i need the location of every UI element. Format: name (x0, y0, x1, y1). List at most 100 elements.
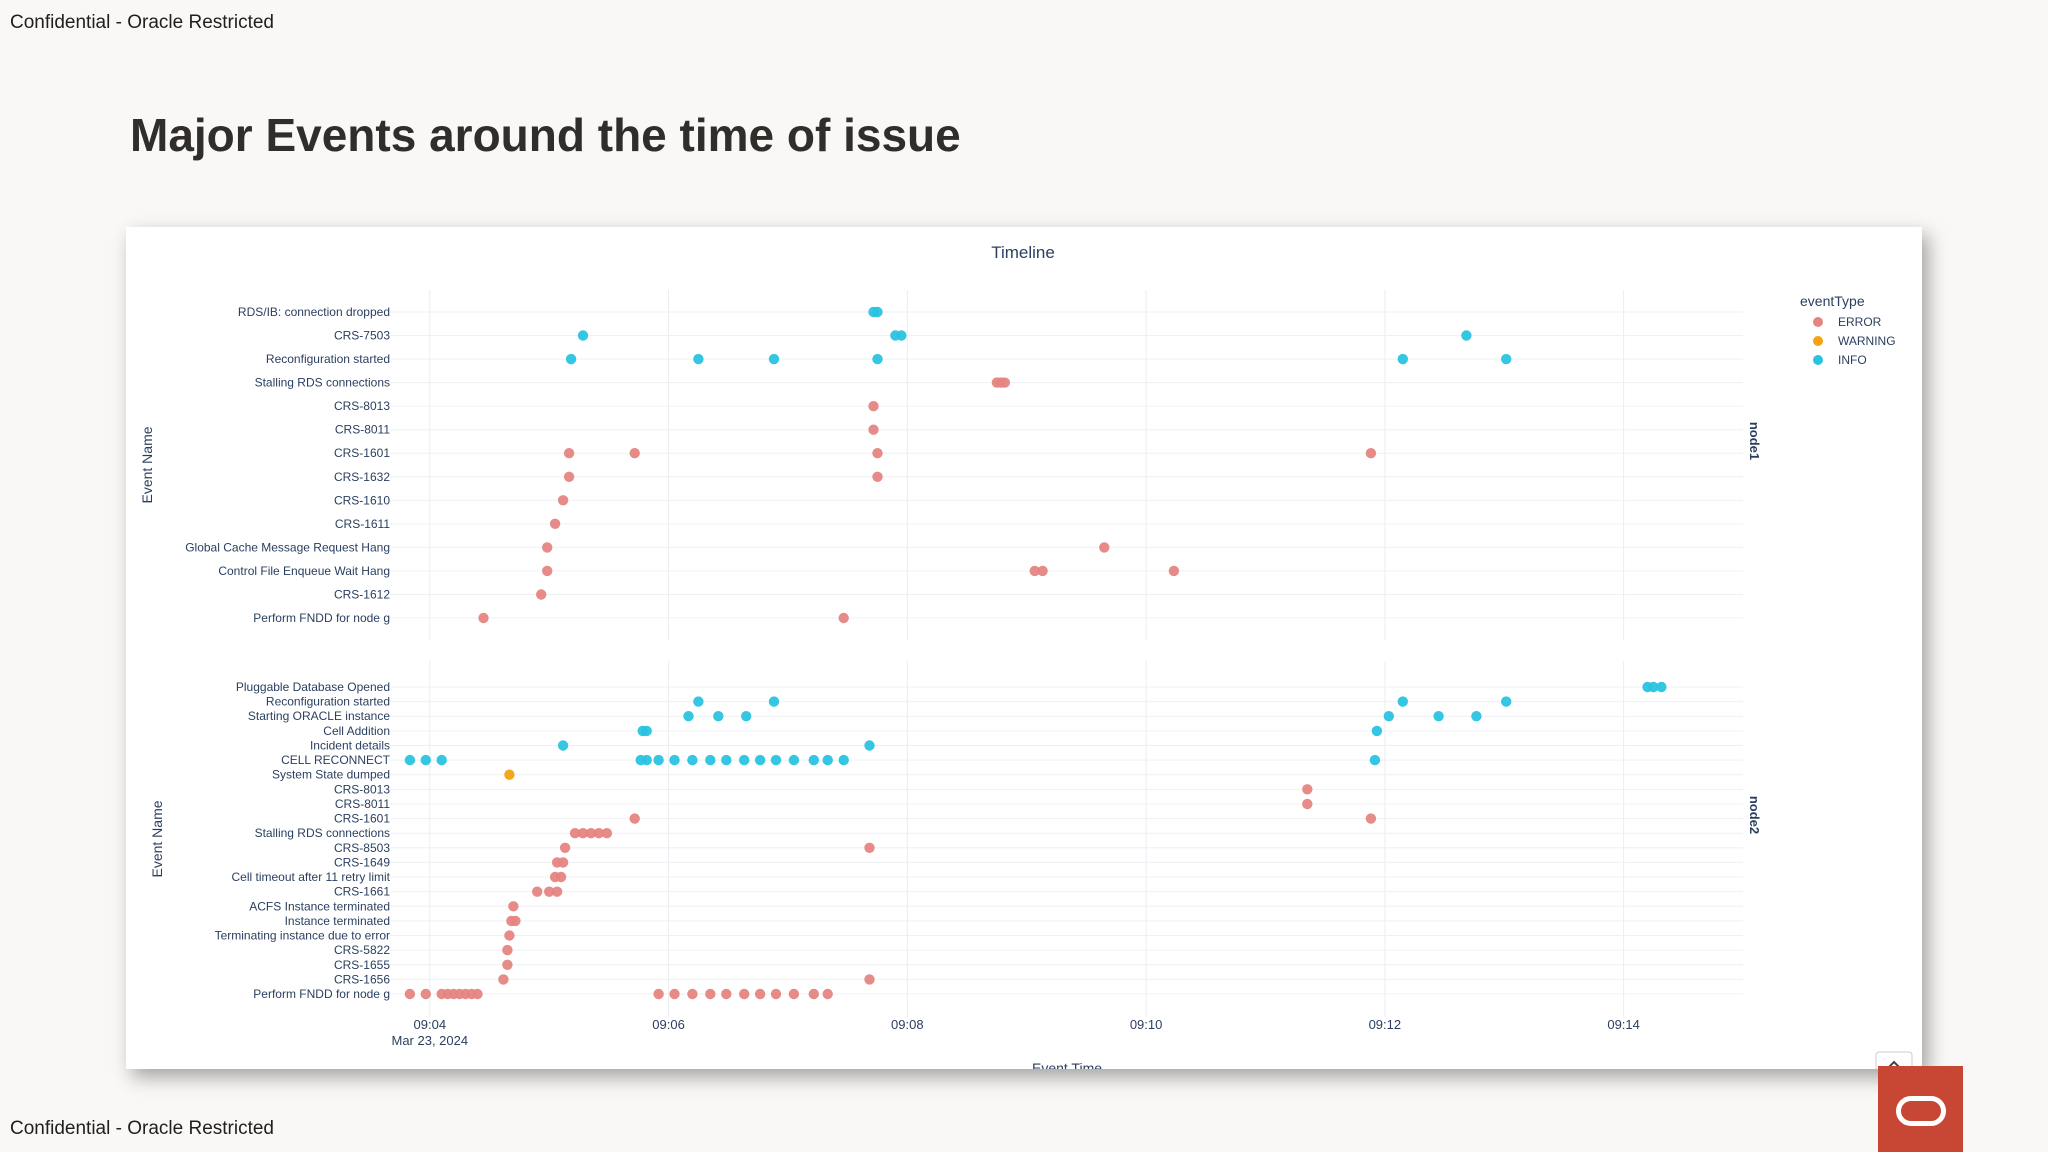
y-tick-label: RDS/IB: connection dropped (238, 305, 390, 319)
data-point-info (741, 711, 752, 722)
y-tick-label: CRS-1601 (334, 446, 390, 460)
data-point-info (754, 754, 766, 766)
data-point-error (593, 828, 605, 839)
data-point-info (1461, 330, 1472, 341)
data-point-info (669, 754, 680, 766)
data-point-error (532, 886, 543, 897)
data-point-info (1501, 353, 1512, 365)
data-point-error (770, 988, 782, 1000)
data-point-info (1397, 696, 1409, 707)
y-tick-label: Cell Addition (323, 724, 390, 738)
data-point-info (1433, 711, 1444, 722)
data-point-info (1648, 681, 1659, 693)
y-tick-label: Terminating instance due to error (215, 929, 390, 943)
data-point-error (868, 401, 879, 412)
data-point-error (551, 886, 563, 897)
legend-marker-info (1813, 355, 1823, 365)
data-point-info (1383, 711, 1395, 722)
data-point-error (653, 988, 664, 1000)
y-tick-label: CRS-1655 (334, 958, 390, 972)
data-point-error (999, 377, 1010, 388)
data-point-info (768, 353, 780, 365)
page-title: Major Events around the time of issue (130, 109, 961, 161)
y-tick-label: Control File Enqueue Wait Hang (218, 564, 390, 578)
data-point-info (683, 711, 694, 722)
data-point-error (1168, 565, 1180, 577)
data-point-info (721, 754, 732, 766)
data-point-error (754, 988, 766, 1000)
x-tick-label: 09:04 (414, 1017, 447, 1032)
data-point-info (872, 306, 883, 318)
confidential-label-bottom: Confidential - Oracle Restricted (10, 1118, 274, 1139)
y-tick-label: CRS-7503 (334, 329, 390, 343)
data-point-info (1397, 353, 1409, 365)
x-axis-title: Event Time (1032, 1060, 1102, 1069)
data-point-error (864, 974, 875, 985)
data-point-error (687, 988, 698, 1000)
data-point-error (420, 988, 431, 1000)
y-tick-label: ACFS Instance terminated (249, 899, 390, 913)
data-point-error (498, 974, 509, 985)
data-point-error (822, 988, 833, 1000)
data-point-error (872, 448, 883, 459)
data-point-error (544, 886, 555, 897)
x-tick-label: 09:06 (652, 1017, 685, 1032)
data-point-error (555, 871, 567, 883)
data-point-info (404, 754, 416, 766)
data-point-error (1037, 565, 1048, 577)
data-point-info (788, 754, 800, 766)
data-point-info (896, 330, 907, 341)
data-point-error (559, 842, 571, 853)
data-point-error (502, 959, 513, 970)
y-tick-label: CRS-1611 (335, 517, 390, 531)
data-point-error (1302, 784, 1313, 795)
data-point-info (1371, 725, 1383, 737)
data-point-info (577, 330, 589, 341)
data-point-error (1302, 798, 1313, 810)
timeline-chart-panel: Timeline 09:04 Mar 23, 2024 09:06 09:08 09:10… (126, 227, 1922, 1069)
data-point-error (569, 828, 581, 839)
legend-entry-info: INFO (1838, 353, 1867, 367)
data-point-info (1656, 681, 1667, 693)
data-point-info (713, 711, 724, 722)
x-tick-label: 09:14 (1607, 1017, 1640, 1032)
data-point-error (1365, 448, 1377, 459)
data-point-info (838, 754, 849, 766)
data-point-info (770, 754, 782, 766)
data-point-info (705, 754, 716, 766)
y-tick-label: CRS-1661 (334, 885, 390, 899)
data-point-info (1471, 711, 1482, 722)
data-point-info (768, 696, 780, 707)
y-tick-label: CRS-1610 (334, 493, 390, 507)
y-tick-label: CRS-8013 (334, 782, 390, 796)
data-point-error (504, 930, 515, 941)
data-point-error (563, 448, 575, 459)
y-tick-label: Perform FNDD for node g (253, 987, 390, 1001)
data-point-error (542, 565, 553, 577)
y-tick-label: CRS-1656 (334, 972, 390, 986)
y-tick-label: Incident details (310, 738, 390, 752)
y-tick-label: Stalling RDS connections (255, 826, 390, 840)
y-tick-label: Reconfiguration started (266, 695, 390, 709)
data-point-info (436, 754, 447, 766)
data-point-error (478, 612, 489, 624)
data-point-error (1365, 813, 1377, 824)
data-point-error (872, 471, 883, 482)
data-point-info (872, 353, 883, 365)
data-point-info (808, 754, 819, 766)
data-point-error (1099, 542, 1110, 553)
x-tick-label: 09:12 (1369, 1017, 1402, 1032)
data-point-error (577, 828, 589, 839)
data-point-error (721, 988, 732, 1000)
scroll-up-button (1875, 1051, 1913, 1069)
x-tick-label: 09:10 (1130, 1017, 1163, 1032)
oracle-logo-badge (1878, 1066, 1963, 1152)
data-point-error (508, 901, 519, 912)
data-point-error (601, 828, 613, 839)
data-point-error (542, 542, 553, 553)
data-point-error (868, 424, 879, 435)
data-point-info (864, 740, 875, 751)
data-point-error (788, 988, 800, 1000)
y-tick-label: Perform FNDD for node g (253, 611, 390, 625)
